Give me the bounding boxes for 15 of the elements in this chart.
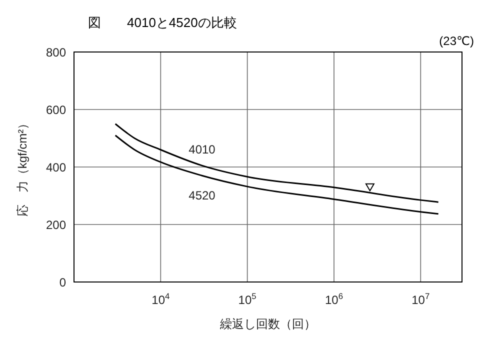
x-tick-label: 10$^{6}$ xyxy=(324,291,344,307)
text: (23℃) xyxy=(439,34,474,48)
series-label: 4010 xyxy=(188,142,216,157)
x-axis-title: 繰返し回数（回） xyxy=(219,317,316,331)
y-axis-title: 応 力（kgf/cm²） xyxy=(15,117,30,217)
y-tick-label: 800 xyxy=(46,45,66,60)
x-tick-label: 10$^{7}$ xyxy=(412,291,430,307)
y-tick-label: 400 xyxy=(46,160,66,174)
y-tick-label: 600 xyxy=(46,102,66,117)
x-tick-label: 10$^{5}$ xyxy=(238,291,257,307)
y-tick-label: 200 xyxy=(46,218,66,232)
y-tick-label: 0 xyxy=(59,275,66,290)
series-label: 4520 xyxy=(188,188,216,203)
x-tick-label: 10$^{4}$ xyxy=(152,291,170,307)
chart-title: 図 4010と4520の比較 xyxy=(88,15,237,30)
